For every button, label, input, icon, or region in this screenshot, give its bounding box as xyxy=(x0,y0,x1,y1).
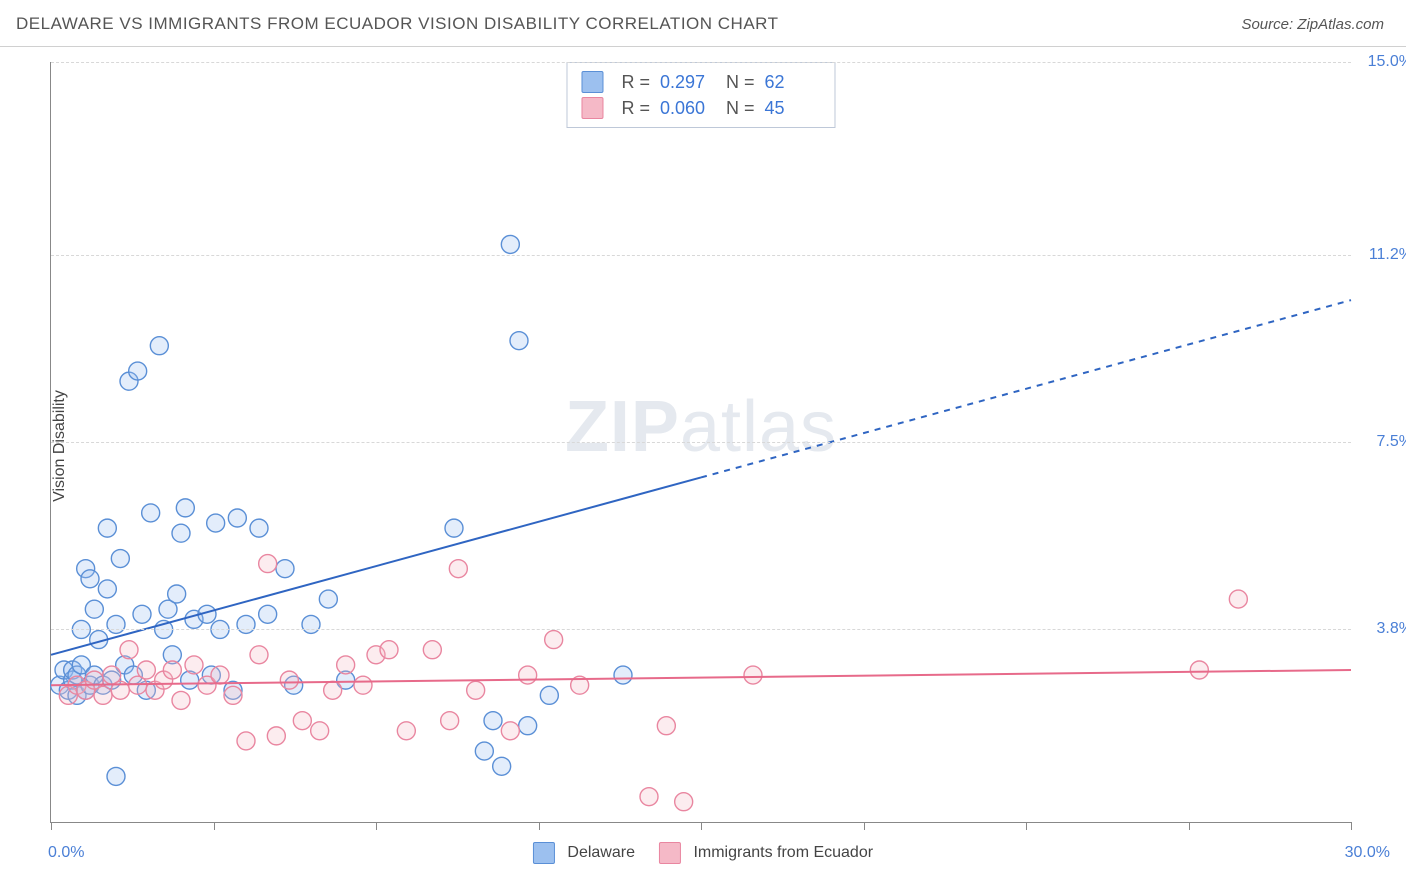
y-tick-label: 15.0% xyxy=(1357,53,1406,71)
chart-header: DELAWARE VS IMMIGRANTS FROM ECUADOR VISI… xyxy=(0,0,1406,47)
correlation-stats-box: R = 0.297 N = 62 R = 0.060 N = 45 xyxy=(566,62,835,128)
x-tick xyxy=(1026,822,1027,830)
source-attribution: Source: ZipAtlas.com xyxy=(1241,16,1384,33)
x-tick xyxy=(214,822,215,830)
legend-item-0: Delaware xyxy=(533,842,635,864)
stats-row-series-1: R = 0.060 N = 45 xyxy=(581,95,820,121)
plot-area: ZIPatlas R = 0.297 N = 62 R = 0.060 N = … xyxy=(50,62,1351,823)
y-tick-label: 11.2% xyxy=(1357,246,1406,264)
y-tick-label: 7.5% xyxy=(1357,433,1406,451)
x-tick xyxy=(1351,822,1352,830)
x-axis-max-label: 30.0% xyxy=(1345,844,1390,862)
x-tick xyxy=(701,822,702,830)
trend-line xyxy=(51,477,701,654)
x-tick xyxy=(51,822,52,830)
swatch-series-1 xyxy=(581,97,603,119)
chart-title: DELAWARE VS IMMIGRANTS FROM ECUADOR VISI… xyxy=(16,14,779,34)
legend-swatch-1 xyxy=(659,842,681,864)
legend-item-1: Immigrants from Ecuador xyxy=(659,842,873,864)
bottom-legend: Delaware Immigrants from Ecuador xyxy=(533,842,873,864)
x-tick xyxy=(539,822,540,830)
swatch-series-0 xyxy=(581,71,603,93)
y-tick-label: 3.8% xyxy=(1357,620,1406,638)
gridline-h xyxy=(51,629,1351,630)
gridline-h xyxy=(51,255,1351,256)
x-tick xyxy=(376,822,377,830)
stats-row-series-0: R = 0.297 N = 62 xyxy=(581,69,820,95)
gridline-h xyxy=(51,442,1351,443)
x-tick xyxy=(1189,822,1190,830)
legend-swatch-0 xyxy=(533,842,555,864)
x-tick xyxy=(864,822,865,830)
trend-line xyxy=(51,670,1351,685)
x-axis-origin-label: 0.0% xyxy=(48,844,84,862)
trend-line-extrapolated xyxy=(701,300,1351,477)
gridline-h xyxy=(51,62,1351,63)
